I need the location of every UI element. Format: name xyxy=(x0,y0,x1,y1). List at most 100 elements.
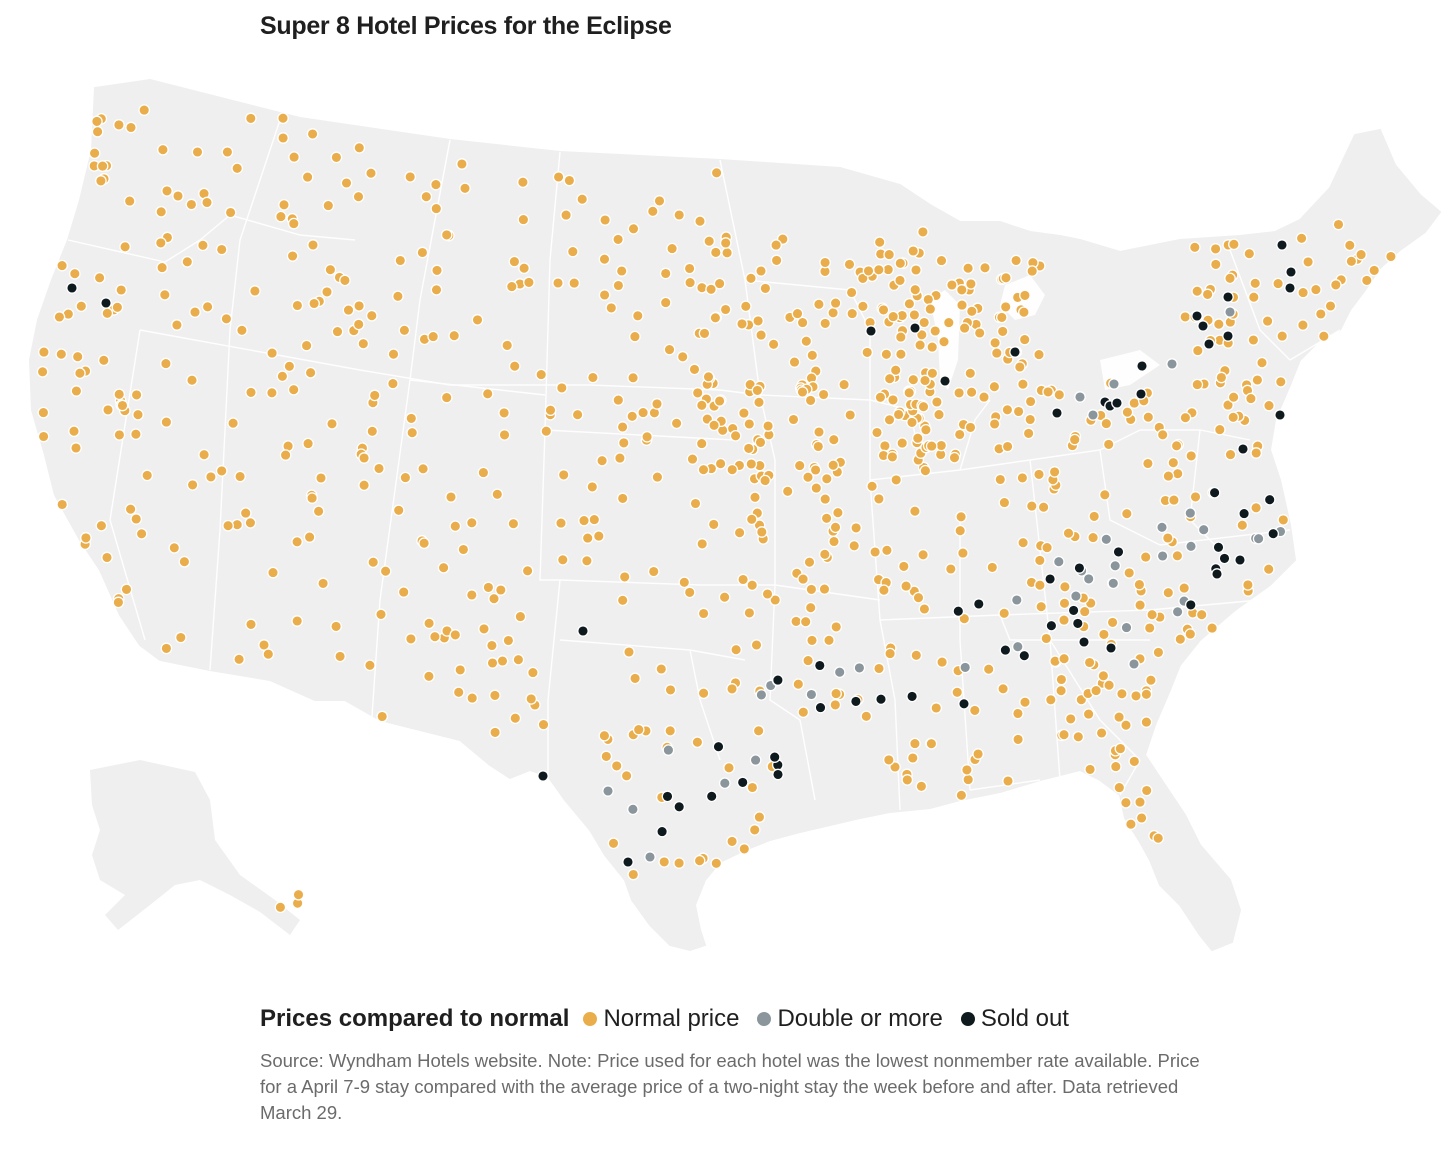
state-border-line xyxy=(229,119,281,331)
hotel-point-sold-out xyxy=(1105,642,1117,654)
hotel-point-normal-price xyxy=(53,311,66,323)
hotel-point-normal-price xyxy=(900,580,912,592)
hotel-point-normal-price xyxy=(1297,319,1309,331)
hotel-point-normal-price xyxy=(303,531,316,543)
hotel-point-normal-price xyxy=(498,407,510,419)
hotel-point-normal-price xyxy=(796,316,809,329)
hotel-point-normal-price xyxy=(820,472,833,485)
hotel-point-normal-price xyxy=(1123,567,1136,579)
hotel-point-normal-price xyxy=(198,448,210,461)
hotel-point-normal-price xyxy=(291,615,304,627)
hotel-point-normal-price xyxy=(1247,334,1260,346)
hotel-point-normal-price xyxy=(517,176,529,189)
hotel-point-sold-out xyxy=(768,751,781,763)
hotel-point-normal-price xyxy=(1098,488,1111,501)
hotel-point-normal-price xyxy=(353,300,365,312)
hotel-point-normal-price xyxy=(70,442,82,454)
hotel-point-normal-price xyxy=(331,325,344,338)
hotel-point-normal-price xyxy=(616,492,629,505)
hotel-point-normal-price xyxy=(678,576,691,589)
hotel-point-normal-price xyxy=(813,426,825,438)
hotel-point-normal-price xyxy=(113,388,126,401)
hotel-point-normal-price xyxy=(616,421,629,433)
hotel-point-normal-price xyxy=(1368,264,1381,277)
hotel-point-sold-out xyxy=(1238,507,1250,520)
hotel-point-normal-price xyxy=(729,429,742,442)
hotel-point-normal-price xyxy=(1174,633,1187,646)
hotel-point-normal-price xyxy=(884,647,896,660)
hotel-point-normal-price xyxy=(457,543,470,556)
hotel-point-normal-price xyxy=(1044,693,1057,706)
hotel-point-normal-price xyxy=(710,166,723,179)
hotel-point-normal-price xyxy=(489,689,501,702)
hotel-point-normal-price xyxy=(892,408,905,421)
hotel-point-normal-price xyxy=(277,112,289,125)
hotel-point-normal-price xyxy=(1170,439,1183,452)
hotel-point-normal-price xyxy=(1247,291,1260,304)
hotel-point-normal-price xyxy=(423,617,435,630)
hotel-point-normal-price xyxy=(1082,708,1095,720)
hotel-point-normal-price xyxy=(486,639,498,652)
hotel-point-double-or-more xyxy=(644,851,656,863)
hotel-point-normal-price xyxy=(440,391,453,404)
hotel-point-normal-price xyxy=(1209,258,1222,271)
hotel-point-normal-price xyxy=(277,132,289,144)
hotel-point-sold-out xyxy=(1222,291,1234,303)
hotel-point-normal-price xyxy=(804,601,817,614)
hotel-point-double-or-more xyxy=(1224,306,1236,318)
hotel-point-normal-price xyxy=(518,262,530,275)
hotel-point-normal-price xyxy=(1156,428,1169,441)
hotel-point-normal-price xyxy=(287,383,300,396)
hotel-point-normal-price xyxy=(161,185,173,197)
hotel-point-double-or-more xyxy=(1252,532,1265,545)
hotel-point-normal-price xyxy=(91,115,103,128)
hotel-point-normal-price xyxy=(596,454,608,467)
hotel-point-normal-price xyxy=(1001,403,1014,416)
hotel-point-normal-price xyxy=(673,209,686,221)
hotel-point-normal-price xyxy=(352,190,365,203)
hotel-point-normal-price xyxy=(799,615,812,628)
hotel-point-sold-out xyxy=(772,674,784,686)
hotel-point-normal-price xyxy=(1128,397,1141,409)
hotel-point-normal-price xyxy=(581,554,593,567)
hotel-point-double-or-more xyxy=(1109,559,1122,572)
hotel-point-normal-price xyxy=(1263,399,1275,412)
hotel-point-normal-price xyxy=(806,349,819,362)
hotel-point-normal-price xyxy=(1249,277,1262,290)
hotel-point-normal-price xyxy=(1185,450,1198,462)
hotel-point-normal-price xyxy=(1018,333,1031,346)
hotel-point-normal-price xyxy=(812,440,825,453)
hotel-point-normal-price xyxy=(456,158,468,170)
sold-out-dot-icon xyxy=(960,1012,975,1026)
hotel-point-normal-price xyxy=(737,573,749,586)
hotel-point-normal-price xyxy=(616,594,629,607)
hotel-point-normal-price xyxy=(365,167,377,180)
hotel-point-normal-price xyxy=(995,311,1008,324)
hotel-point-normal-price xyxy=(676,350,689,363)
hotel-point-normal-price xyxy=(552,277,564,289)
hotel-point-normal-price xyxy=(215,243,228,256)
hotel-point-sold-out xyxy=(1222,330,1234,342)
hotel-point-normal-price xyxy=(178,555,191,568)
hotel-point-normal-price xyxy=(755,265,767,277)
hotel-point-normal-price xyxy=(568,277,581,289)
hotel-point-normal-price xyxy=(759,474,771,487)
hotel-point-normal-price xyxy=(478,623,490,635)
hotel-point-normal-price xyxy=(726,683,738,695)
hotel-point-normal-price xyxy=(1012,707,1024,720)
hotel-point-normal-price xyxy=(1048,466,1061,478)
hotel-point-normal-price xyxy=(1002,775,1014,787)
hotel-point-sold-out xyxy=(66,282,78,294)
hotel-point-sold-out xyxy=(100,297,112,309)
hotel-point-sold-out xyxy=(1112,546,1125,558)
hotel-point-normal-price xyxy=(861,346,874,359)
hotel-point-normal-price xyxy=(174,631,187,644)
hotel-point-normal-price xyxy=(353,141,366,154)
hotel-point-normal-price xyxy=(915,780,928,793)
normal-price-dot-icon xyxy=(583,1012,598,1026)
hotel-point-sold-out xyxy=(1284,282,1296,294)
hotel-point-normal-price xyxy=(751,384,764,397)
hotel-point-normal-price xyxy=(951,686,964,699)
hotel-point-normal-price xyxy=(802,654,814,667)
hotel-point-normal-price xyxy=(705,283,717,296)
